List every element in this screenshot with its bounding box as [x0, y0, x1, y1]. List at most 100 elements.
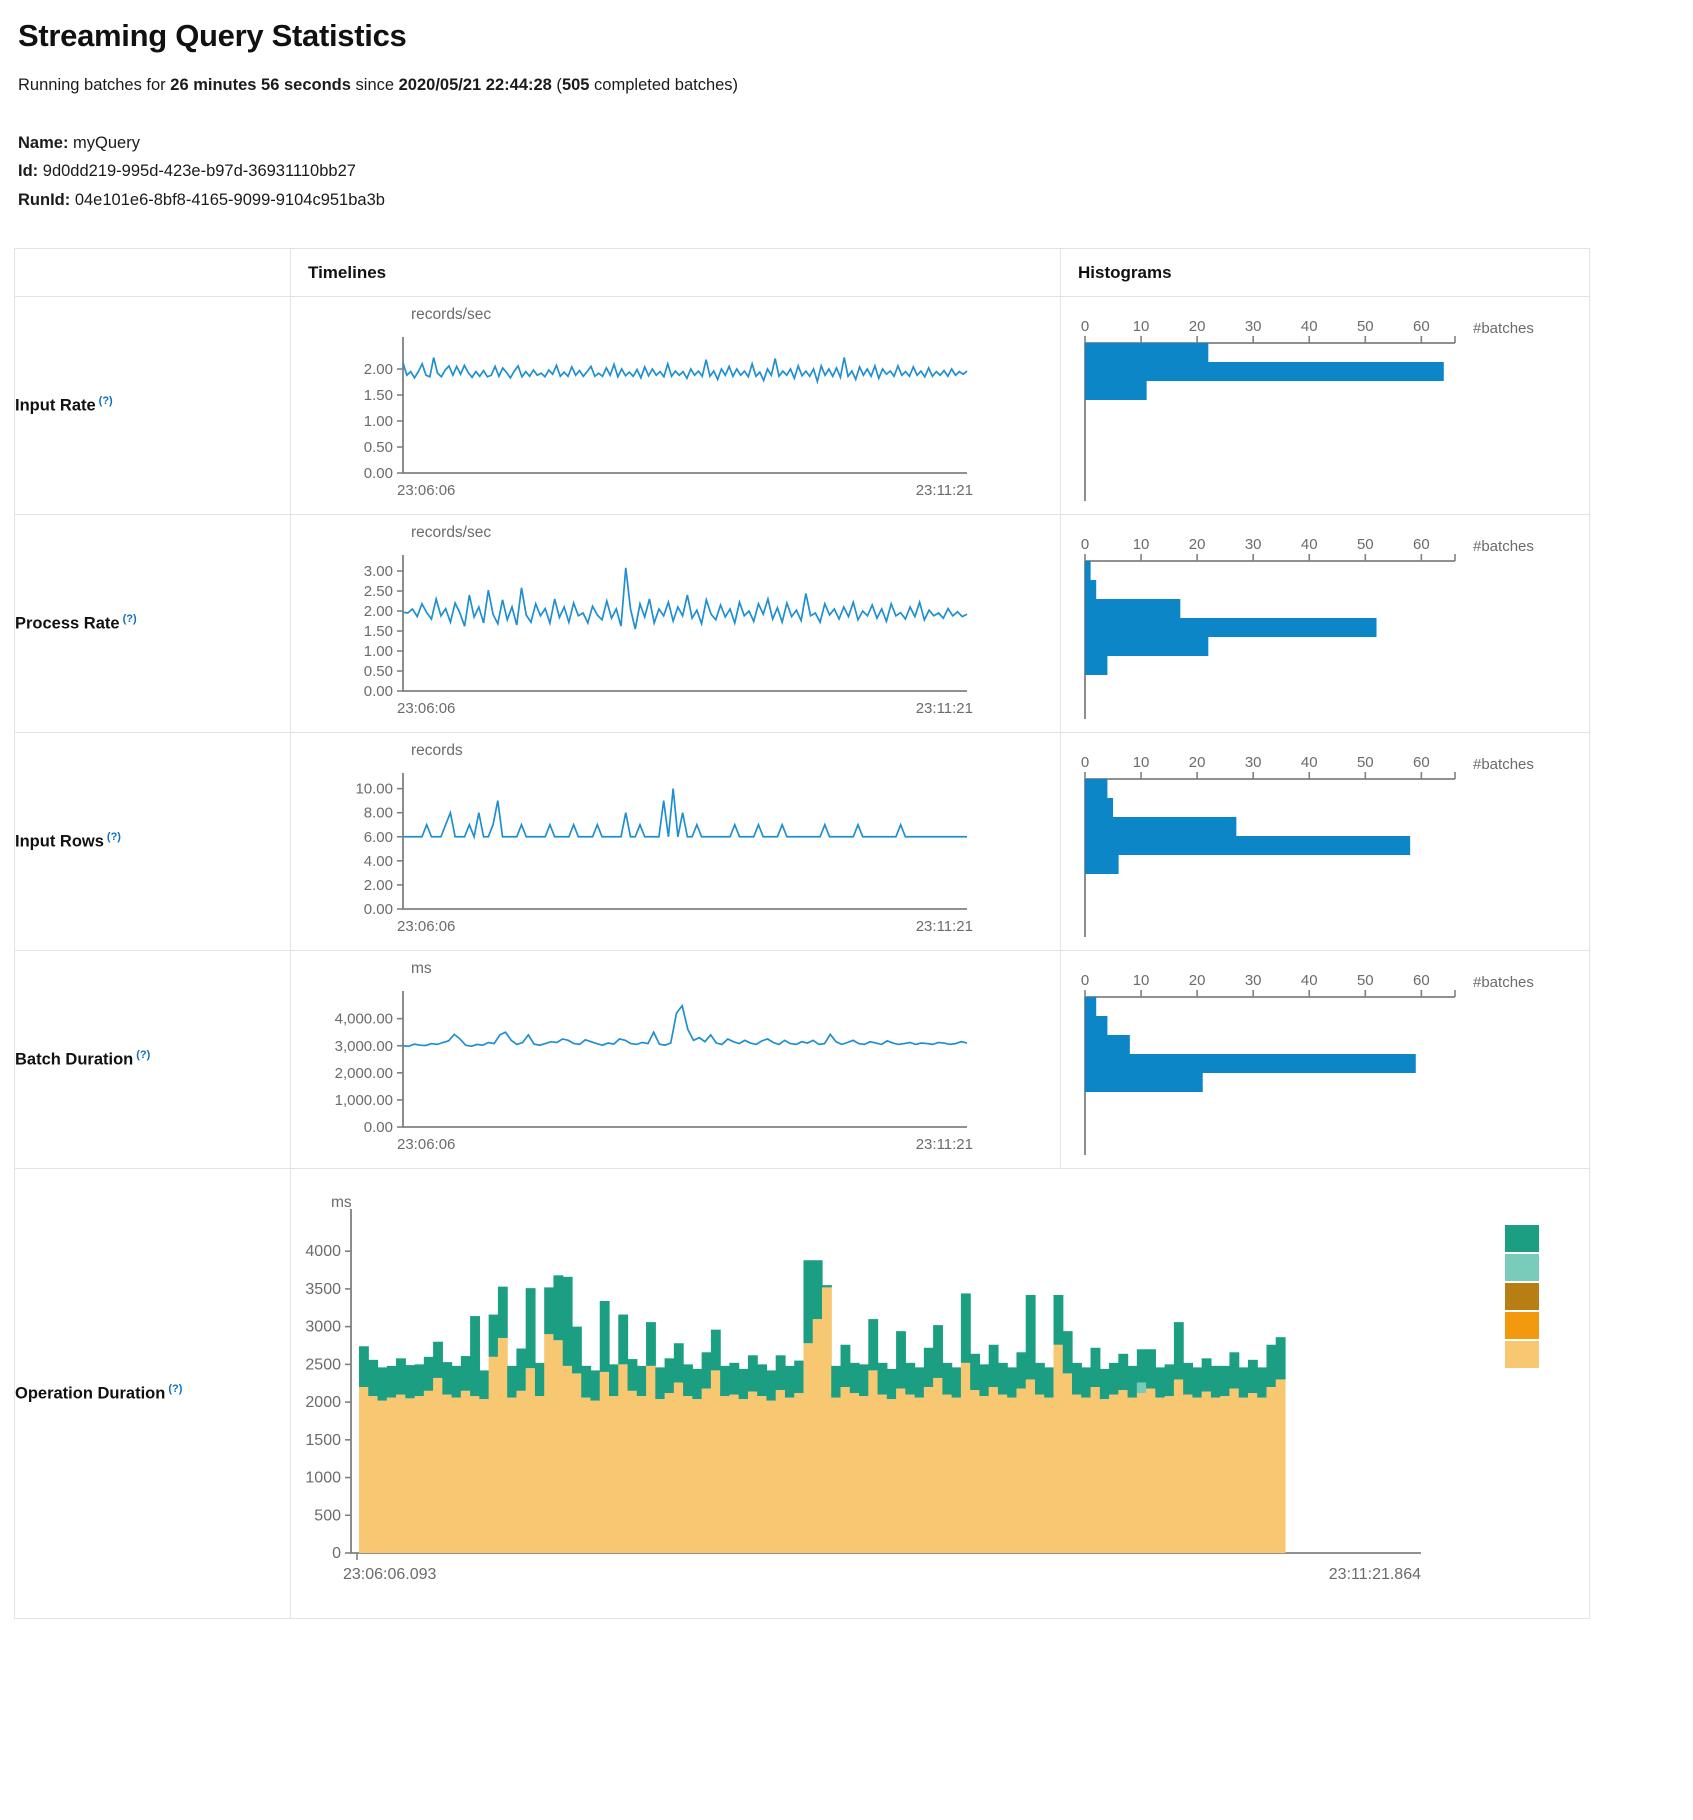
operation-duration-segment — [1062, 1373, 1073, 1554]
operation-duration-segment — [516, 1390, 527, 1554]
operation-duration-segment — [497, 1286, 508, 1339]
svg-text:20: 20 — [1189, 972, 1206, 989]
legend-swatch-3[interactable] — [1505, 1283, 1539, 1311]
operation-duration-segment — [562, 1365, 573, 1554]
svg-text:3000: 3000 — [305, 1319, 341, 1336]
operation-duration-segment — [1247, 1393, 1258, 1554]
svg-text:0.50: 0.50 — [364, 439, 393, 456]
query-runid-row: RunId: 04e101e6-8bf8-4165-9099-9104c951b… — [18, 186, 1693, 214]
timeline-chart: records/sec 0.00 0.50 1.00 1.50 2.00 2.50 3.00 2… — [364, 524, 973, 717]
operation-duration-segment — [359, 1387, 369, 1554]
svg-text:0.50: 0.50 — [364, 663, 393, 680]
legend-swatch-2[interactable] — [1505, 1254, 1539, 1282]
row-label: Batch Duration — [15, 1050, 134, 1069]
operation-duration-segment — [1099, 1369, 1110, 1400]
operation-duration-segment — [812, 1319, 823, 1554]
histogram-container: 0 10 20 30 40 50 60 #batches — [1061, 951, 1589, 1168]
operation-duration-segment — [840, 1344, 851, 1388]
svg-text:3,000.00: 3,000.00 — [335, 1038, 393, 1055]
operation-duration-segment — [609, 1396, 619, 1554]
operation-duration-segment — [1053, 1344, 1064, 1554]
timeline-cell: records/sec 0.00 0.50 1.00 1.50 2.00 2.50 3.00 2… — [290, 514, 1061, 734]
operation-duration-segment — [1146, 1349, 1156, 1389]
svg-text:#batches: #batches — [1473, 320, 1534, 337]
svg-text:records/sec: records/sec — [411, 524, 491, 541]
operation-duration-segment — [997, 1394, 1008, 1554]
svg-text:23:06:06.093: 23:06:06.093 — [343, 1566, 437, 1583]
histogram-bar — [1085, 779, 1108, 799]
svg-text:60: 60 — [1413, 754, 1430, 771]
svg-text:20: 20 — [1189, 318, 1206, 335]
operation-duration-segment — [1192, 1367, 1203, 1398]
operation-duration-segment — [1044, 1397, 1055, 1554]
histogram-container: 0 10 20 30 40 50 60 #batches — [1061, 733, 1589, 950]
operation-duration-segment — [997, 1362, 1008, 1395]
timeline-series-path — [403, 788, 967, 840]
operation-duration-segment — [1099, 1399, 1110, 1554]
histogram-cell: 0 10 20 30 40 50 60 #batches — [1060, 732, 1590, 952]
histogram-container: 0 10 20 30 40 50 60 #batches — [1061, 297, 1589, 514]
histogram-bar — [1085, 1035, 1130, 1055]
operation-duration-segment — [914, 1367, 925, 1398]
statistics-table: Timelines Histograms Input Rate (?) record… — [14, 248, 1590, 1620]
svg-text:3500: 3500 — [305, 1281, 341, 1298]
operation-duration-segment — [942, 1394, 953, 1554]
table-row: Operation Duration (?) ms 0 500 1000 1500 2000 2… — [14, 1168, 1590, 1620]
operation-duration-segment — [423, 1356, 434, 1391]
operation-duration-segment — [1201, 1391, 1212, 1554]
operation-duration-segment — [868, 1370, 879, 1554]
svg-text:#batches: #batches — [1473, 974, 1534, 991]
legend-swatch-5[interactable] — [1505, 1341, 1539, 1369]
help-icon[interactable]: (?) — [168, 1383, 183, 1396]
help-icon[interactable]: (?) — [122, 613, 137, 626]
svg-text:0.00: 0.00 — [364, 465, 393, 482]
help-icon[interactable]: (?) — [98, 395, 113, 408]
operation-duration-segment — [1146, 1388, 1156, 1554]
histogram-bar — [1085, 836, 1411, 856]
operation-duration-segment — [1173, 1322, 1184, 1380]
histogram-bar — [1085, 618, 1377, 638]
operation-duration-segment — [618, 1364, 629, 1554]
histogram-cell: 0 10 20 30 40 50 60 #batches — [1060, 296, 1590, 516]
operation-duration-segment — [368, 1359, 379, 1397]
row-label: Input Rows — [15, 832, 104, 851]
legend-swatch-4[interactable] — [1505, 1312, 1539, 1340]
histogram-chart: 0 10 20 30 40 50 60 #batches — [1081, 536, 1534, 720]
table-header-row: Timelines Histograms — [14, 248, 1590, 298]
operation-duration-segment — [396, 1394, 406, 1554]
operation-duration-segment — [377, 1367, 388, 1401]
svg-text:23:11:21: 23:11:21 — [916, 700, 973, 717]
svg-text:2000: 2000 — [305, 1394, 341, 1411]
svg-text:2.00: 2.00 — [364, 877, 393, 894]
svg-text:50: 50 — [1357, 318, 1374, 335]
operation-duration-segment — [609, 1364, 619, 1397]
operation-duration-segment — [534, 1362, 545, 1397]
svg-text:0: 0 — [332, 1545, 341, 1562]
operation-duration-segment — [840, 1387, 851, 1554]
legend-swatch-1[interactable] — [1505, 1225, 1539, 1253]
svg-text:1.50: 1.50 — [364, 623, 393, 640]
operation-duration-segment — [784, 1365, 795, 1398]
svg-text:40: 40 — [1301, 972, 1318, 989]
operation-duration-segment — [1155, 1367, 1166, 1398]
help-icon[interactable]: (?) — [136, 1049, 151, 1062]
operation-duration-segment — [405, 1365, 416, 1399]
help-icon[interactable]: (?) — [106, 831, 121, 844]
svg-text:1.50: 1.50 — [364, 387, 393, 404]
subtitle-tail: completed batches) — [589, 76, 739, 94]
operation-duration-segment — [1201, 1358, 1212, 1392]
operation-duration-segment — [451, 1397, 462, 1554]
operation-duration-segment — [868, 1319, 879, 1371]
operation-duration-segment — [1007, 1367, 1018, 1398]
svg-text:ms: ms — [331, 1194, 352, 1211]
svg-text:1.00: 1.00 — [364, 413, 393, 430]
operation-duration-segment — [1016, 1388, 1027, 1554]
operation-duration-segment — [1275, 1379, 1286, 1554]
operation-duration-segment — [627, 1359, 638, 1391]
operation-duration-segment — [1229, 1388, 1240, 1554]
page-title: Streaming Query Statistics — [18, 18, 407, 53]
timeline-chart: records/sec 0.00 0.50 1.00 1.50 2.00 23:06:06 2… — [364, 306, 973, 499]
operation-duration-segment — [942, 1362, 953, 1395]
histogram-bar — [1085, 580, 1097, 600]
svg-text:4,000.00: 4,000.00 — [335, 1011, 393, 1028]
